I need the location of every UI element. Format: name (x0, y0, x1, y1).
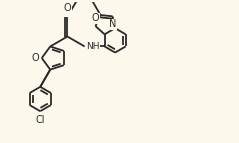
Text: Cl: Cl (36, 115, 45, 125)
Text: O: O (31, 53, 39, 63)
Text: O: O (64, 3, 71, 13)
Text: N: N (109, 19, 116, 29)
Text: O: O (92, 13, 99, 23)
Text: NH: NH (86, 42, 99, 51)
